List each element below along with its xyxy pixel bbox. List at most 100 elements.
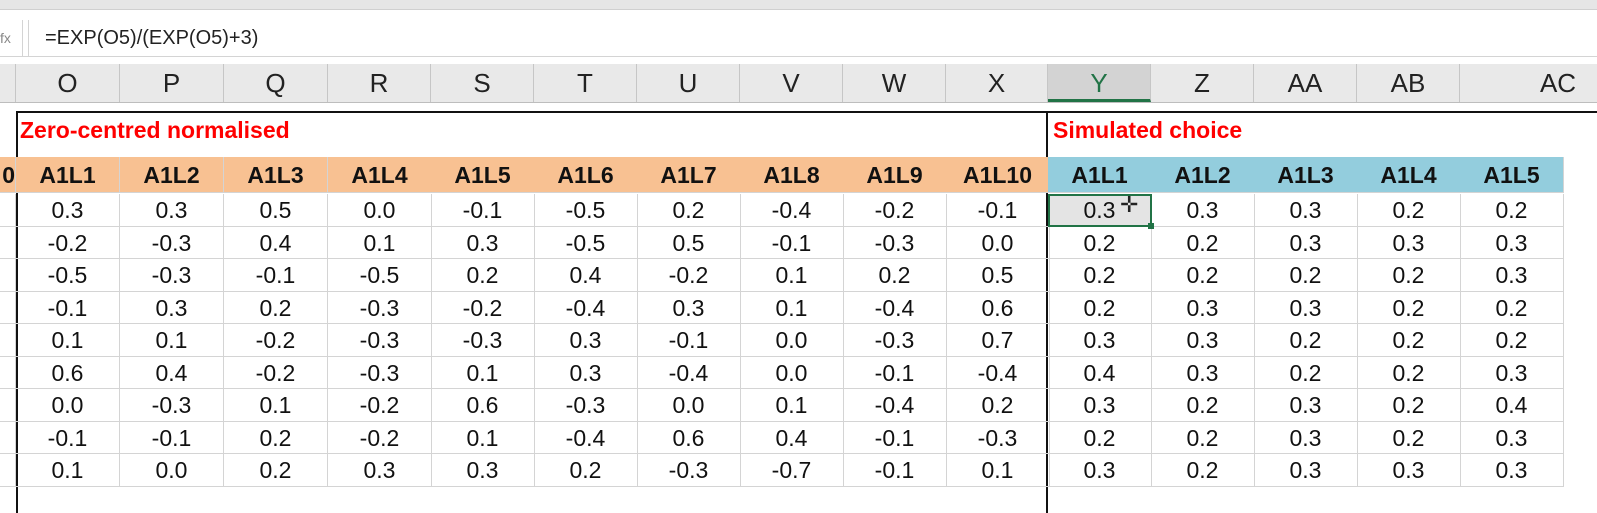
table-cell[interactable]: 0.0 xyxy=(740,356,844,389)
table-cell[interactable]: -0.2 xyxy=(328,389,432,422)
table-cell[interactable]: 0.3 xyxy=(120,194,224,227)
column-header-s[interactable]: S xyxy=(431,64,534,102)
table-cell[interactable]: -0.2 xyxy=(431,291,535,324)
table-cell[interactable]: 0.6 xyxy=(637,421,741,454)
table-cell[interactable]: 0.4 xyxy=(740,421,844,454)
table-cell[interactable]: 0.2 xyxy=(1357,356,1461,389)
table-cell[interactable]: 0.0 xyxy=(740,324,844,357)
table-cell[interactable]: 0.0 xyxy=(16,389,120,422)
table-cell[interactable]: 0.1 xyxy=(740,259,844,292)
fx-icon[interactable]: fx xyxy=(0,20,23,56)
column-header-q[interactable]: Q xyxy=(224,64,328,102)
table-cell[interactable]: -0.2 xyxy=(224,324,328,357)
table-cell[interactable]: -0.7 xyxy=(740,454,844,487)
table-cell[interactable]: 0.3 xyxy=(1254,194,1358,227)
table-cell[interactable]: 0.3 xyxy=(534,356,638,389)
table-cell[interactable]: 0.3 xyxy=(1048,454,1152,487)
table-cell[interactable]: 0.2 xyxy=(1151,421,1255,454)
table-cell[interactable]: 0.2 xyxy=(1254,259,1358,292)
table-cell[interactable]: -0.3 xyxy=(120,259,224,292)
table-cell[interactable]: 0.2 xyxy=(1151,389,1255,422)
table-cell[interactable]: -0.2 xyxy=(637,259,741,292)
table-cell[interactable]: 0.2 xyxy=(1460,324,1564,357)
table-cell[interactable]: 0.7 xyxy=(946,324,1050,357)
normalised-header-a1l6[interactable]: A1L6 xyxy=(534,157,638,193)
normalised-header-a1l10[interactable]: A1L10 xyxy=(946,157,1050,193)
fill-handle[interactable] xyxy=(1148,222,1154,229)
table-cell[interactable]: 0.1 xyxy=(16,324,120,357)
normalised-header-a1l3[interactable]: A1L3 xyxy=(224,157,328,193)
table-cell[interactable]: -0.1 xyxy=(843,454,947,487)
table-cell[interactable]: -0.1 xyxy=(16,291,120,324)
table-cell[interactable]: 0.1 xyxy=(431,356,535,389)
choice-header-a1l3[interactable]: A1L3 xyxy=(1254,157,1358,193)
table-cell[interactable]: 0.2 xyxy=(1357,324,1461,357)
table-cell[interactable]: 0.2 xyxy=(946,389,1050,422)
table-cell[interactable]: 0.2 xyxy=(1357,421,1461,454)
partial-row-cell[interactable] xyxy=(0,259,16,292)
column-header-r[interactable]: R xyxy=(328,64,431,102)
table-cell[interactable]: -0.5 xyxy=(534,226,638,259)
choice-header-a1l5[interactable]: A1L5 xyxy=(1460,157,1564,193)
table-cell[interactable]: 0.3 xyxy=(1048,324,1152,357)
table-cell[interactable]: 0.3 xyxy=(16,194,120,227)
column-header-v[interactable]: V xyxy=(740,64,843,102)
table-cell[interactable]: 0.6 xyxy=(431,389,535,422)
column-header-t[interactable]: T xyxy=(534,64,637,102)
table-cell[interactable]: -0.4 xyxy=(740,194,844,227)
normalised-header-a1l2[interactable]: A1L2 xyxy=(120,157,224,193)
table-cell[interactable]: -0.1 xyxy=(843,421,947,454)
table-cell[interactable]: -0.4 xyxy=(534,421,638,454)
table-cell[interactable]: 0.2 xyxy=(1460,291,1564,324)
table-cell[interactable]: 0.3 xyxy=(1048,389,1152,422)
column-header-y[interactable]: Y xyxy=(1048,64,1151,102)
table-cell[interactable]: 0.2 xyxy=(534,454,638,487)
table-cell[interactable]: -0.4 xyxy=(946,356,1050,389)
partial-row-cell[interactable] xyxy=(0,291,16,324)
table-cell[interactable]: 0.2 xyxy=(1048,226,1152,259)
table-cell[interactable]: 0.2 xyxy=(843,259,947,292)
table-cell[interactable]: -0.4 xyxy=(843,389,947,422)
table-cell[interactable]: 0.2 xyxy=(1357,194,1461,227)
table-cell[interactable]: 0.2 xyxy=(1048,421,1152,454)
table-cell[interactable]: 0.1 xyxy=(740,291,844,324)
table-cell[interactable]: -0.4 xyxy=(534,291,638,324)
table-cell[interactable]: -0.5 xyxy=(534,194,638,227)
table-cell[interactable]: -0.1 xyxy=(224,259,328,292)
table-cell[interactable]: 0.3 xyxy=(1460,421,1564,454)
column-header-u[interactable]: U xyxy=(637,64,740,102)
table-cell[interactable]: 0.3 xyxy=(1357,226,1461,259)
table-cell[interactable]: 0.3 xyxy=(431,226,535,259)
table-cell[interactable]: -0.1 xyxy=(431,194,535,227)
table-cell[interactable]: 0.0 xyxy=(946,226,1050,259)
table-cell[interactable]: 0.3 xyxy=(1151,324,1255,357)
table-cell[interactable]: 0.2 xyxy=(1254,324,1358,357)
table-cell[interactable]: 0.3 xyxy=(1460,226,1564,259)
table-cell[interactable]: 0.2 xyxy=(431,259,535,292)
partial-header-cell[interactable]: 0 xyxy=(0,157,16,193)
normalised-header-a1l4[interactable]: A1L4 xyxy=(328,157,432,193)
table-cell[interactable]: 0.3 xyxy=(1151,356,1255,389)
table-cell[interactable]: -0.3 xyxy=(120,226,224,259)
active-cell[interactable]: 0.3 xyxy=(1048,194,1152,227)
table-cell[interactable]: 0.0 xyxy=(328,194,432,227)
table-cell[interactable]: -0.3 xyxy=(328,356,432,389)
table-cell[interactable]: 0.0 xyxy=(637,389,741,422)
column-header-x[interactable]: X xyxy=(946,64,1048,102)
table-cell[interactable]: 0.2 xyxy=(224,421,328,454)
table-cell[interactable]: 0.3 xyxy=(1151,194,1255,227)
table-cell[interactable]: 0.1 xyxy=(328,226,432,259)
table-cell[interactable]: 0.2 xyxy=(1048,291,1152,324)
column-header-ab[interactable]: AB xyxy=(1357,64,1460,102)
table-cell[interactable]: 0.4 xyxy=(534,259,638,292)
table-cell[interactable]: 0.6 xyxy=(946,291,1050,324)
normalised-header-a1l5[interactable]: A1L5 xyxy=(431,157,535,193)
table-cell[interactable]: 0.2 xyxy=(637,194,741,227)
table-cell[interactable]: 0.6 xyxy=(16,356,120,389)
table-cell[interactable]: -0.4 xyxy=(637,356,741,389)
table-cell[interactable]: -0.1 xyxy=(16,421,120,454)
partial-row-cell[interactable] xyxy=(0,454,16,487)
table-cell[interactable]: -0.1 xyxy=(946,194,1050,227)
table-cell[interactable]: -0.5 xyxy=(328,259,432,292)
table-cell[interactable]: -0.1 xyxy=(843,356,947,389)
